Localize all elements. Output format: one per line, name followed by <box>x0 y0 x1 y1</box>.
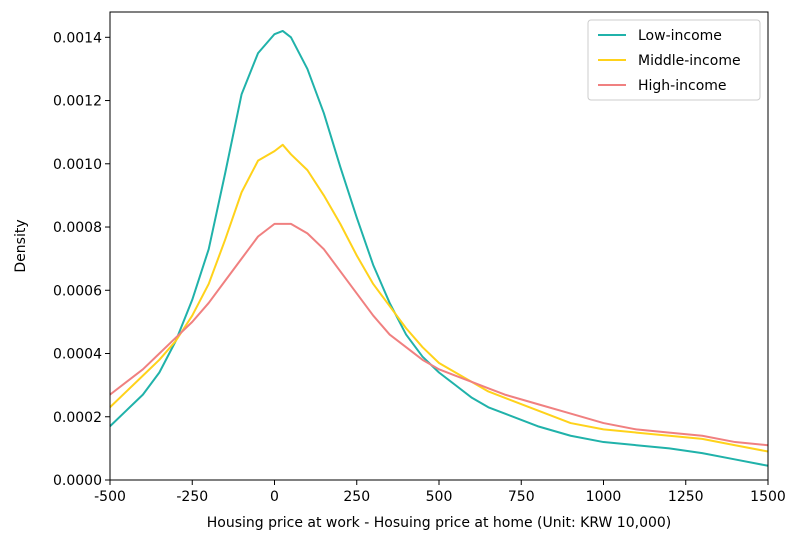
y-tick-label: 0.0012 <box>53 94 102 110</box>
x-axis: -500 -250 0 250 500 750 1000 1250 1500 <box>94 480 786 505</box>
x-tick-label: 250 <box>343 489 370 505</box>
y-tick-label: 0.0002 <box>53 410 102 426</box>
legend-label: Middle-income <box>638 53 741 69</box>
legend: Low-income Middle-income High-income <box>587 19 761 101</box>
x-tick-label: 1500 <box>750 489 786 505</box>
x-axis-label: Housing price at work - Hosuing price at… <box>207 515 672 531</box>
x-tick-label: 1000 <box>586 489 622 505</box>
y-axis: 0.0000 0.0002 0.0004 0.0006 0.0008 0.0010 0.00… <box>53 30 110 489</box>
y-tick-label: 0.0008 <box>53 220 102 236</box>
y-axis-label: Density <box>13 219 29 272</box>
legend-frame <box>587 19 761 101</box>
x-tick-label: 0 <box>270 489 279 505</box>
y-tick-label: 0.0000 <box>53 473 102 489</box>
series-line-1 <box>109 29 769 467</box>
series-layer <box>109 29 769 467</box>
legend-label: Low-income <box>638 28 722 44</box>
x-tick-label: 1250 <box>668 489 704 505</box>
x-tick-label: 500 <box>426 489 453 505</box>
series-line-3 <box>109 222 769 447</box>
x-tick-label: -250 <box>176 489 208 505</box>
y-tick-label: 0.0006 <box>53 283 102 299</box>
y-tick-label: 0.0010 <box>53 157 102 173</box>
series-line-2 <box>109 143 769 453</box>
x-tick-label: -500 <box>94 489 126 505</box>
legend-label: High-income <box>638 78 727 94</box>
y-tick-label: 0.0004 <box>53 347 102 363</box>
x-tick-label: 750 <box>508 489 535 505</box>
y-tick-label: 0.0014 <box>53 30 102 46</box>
